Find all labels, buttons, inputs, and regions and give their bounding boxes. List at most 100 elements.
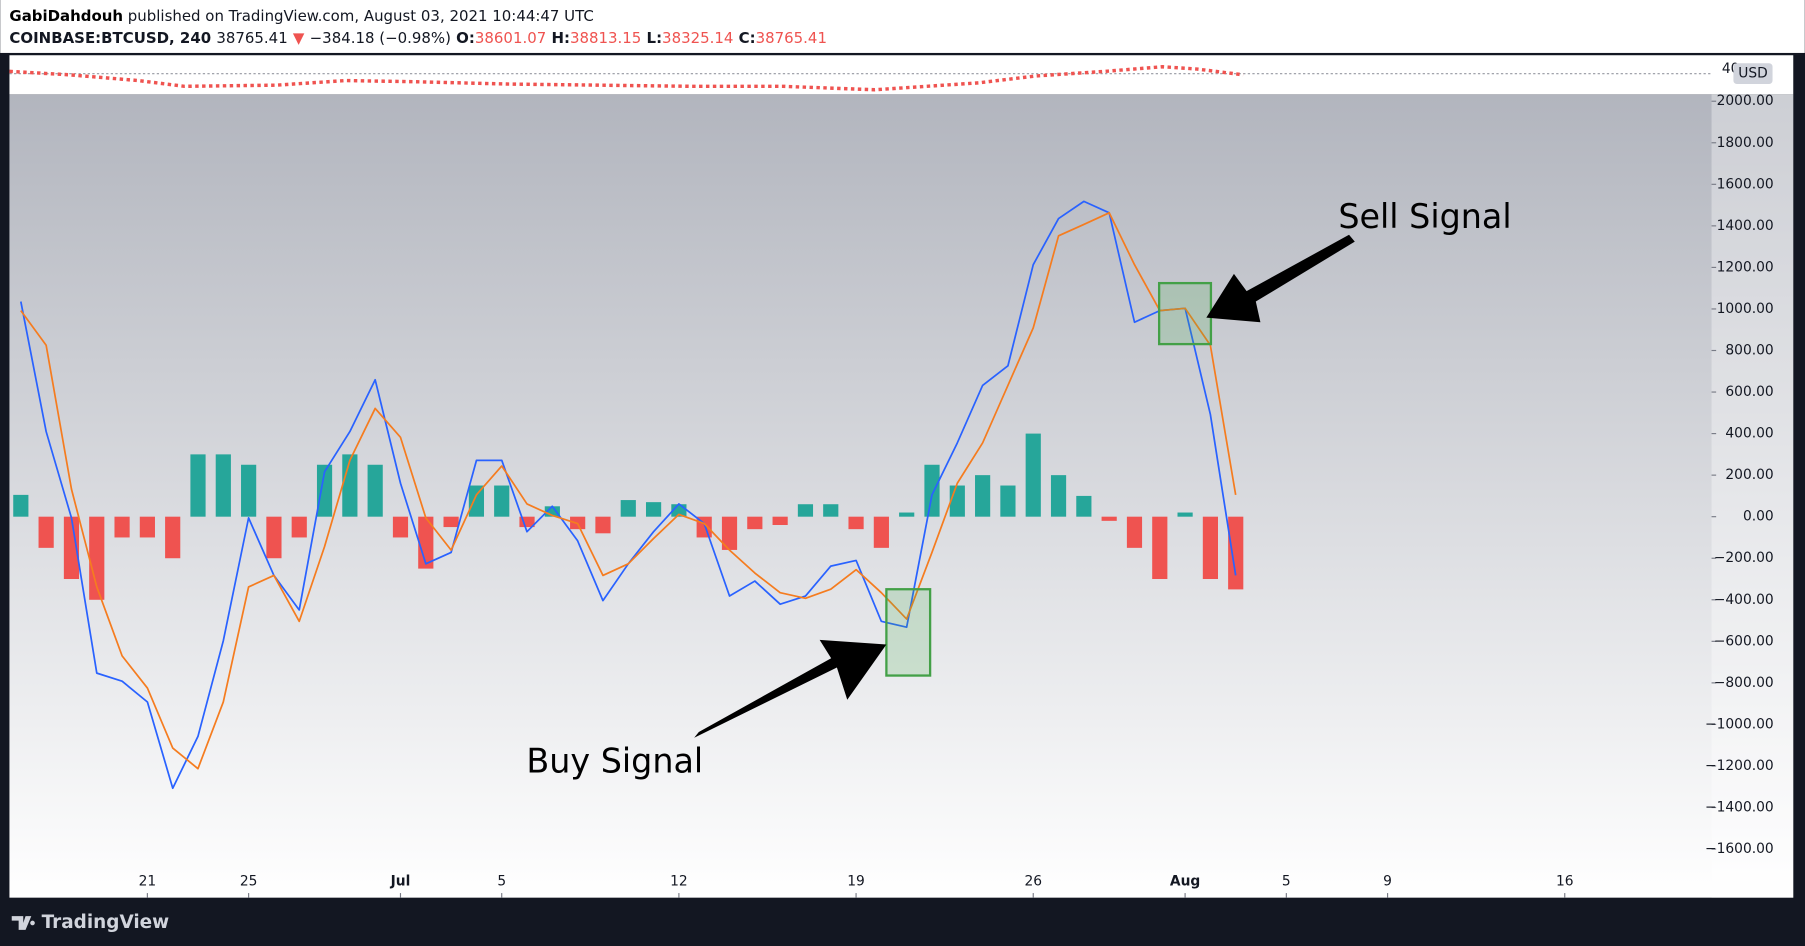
histogram-bar [468,485,485,517]
overview-price [9,65,1244,92]
histogram-bar [241,464,257,517]
histogram-bar [721,516,738,550]
brand: TradingView [42,912,170,933]
y-tick-label: −1200.00 [1705,758,1774,774]
ohlc-value: 38765.41 [756,28,827,46]
x-tick-label: 16 [1556,874,1574,890]
x-tick-label: 21 [139,874,157,890]
x-tick-label: 12 [670,874,688,890]
histogram-bar [797,504,814,517]
x-tick-label: 25 [240,874,258,890]
ohlc-label: O: [456,28,475,46]
histogram-bar [873,516,889,548]
histogram-bar [215,454,231,517]
y-tick-label: −800.00 [1714,675,1774,691]
buy-arrow [694,639,887,738]
ohlc-label: L: [647,28,663,46]
histogram-bar [392,516,409,538]
annotation: Sell Signal [1338,197,1511,236]
histogram-bar [443,516,459,528]
ohlc-value: 38601.07 [475,28,546,46]
histogram-bar [899,512,915,517]
y-tick-label: 1400.00 [1717,218,1774,234]
ohlc-label: H: [551,28,570,46]
histogram-bar [190,454,206,517]
symbol-line: COINBASE:BTCUSD, 240 38765.41 ▼ −384.18 … [9,28,827,46]
y-tick-label: −200.00 [1714,550,1774,566]
currency: USD [1738,66,1767,82]
histogram-bar [494,485,510,517]
histogram-bar [139,516,155,538]
histogram-bar [38,516,54,548]
histogram-bar [165,516,181,559]
x-tick-label: 5 [1282,874,1291,890]
author: GabiDahdouh [9,7,123,25]
histogram-bar [1076,495,1092,517]
x-tick-label: Jul [390,874,411,890]
y-tick-label: 600.00 [1725,384,1773,400]
histogram-bar [1152,516,1168,580]
histogram-bar [89,516,105,600]
histogram-bar [1000,485,1016,517]
logo [11,916,35,930]
x-tick-label: Aug [1170,874,1200,890]
histogram-bar [1228,516,1244,590]
histogram-bar [620,500,636,517]
buy-box [885,588,932,677]
y-tick-label: −1400.00 [1705,800,1774,816]
histogram-bar [645,502,662,517]
histogram-bar [342,454,358,517]
histogram-bar [924,464,940,517]
y-tick-label: 400.00 [1725,426,1773,442]
ohlc-value: 38325.14 [662,28,733,46]
symbol: COINBASE:BTCUSD, 240 [9,28,211,46]
histogram-bar [1101,516,1117,521]
plot: 2000.00 1800.00 1600.00 1400.00 1200.00 1000.… [13,93,1774,898]
price: 38765.41 [216,28,287,46]
histogram-bar [519,516,535,528]
y-tick-label: 1200.00 [1717,259,1774,275]
y-tick-label: 800.00 [1725,343,1773,359]
x-tick-label: 26 [1024,874,1042,890]
y-tick-label: 1800.00 [1717,135,1774,151]
histogram-bar [823,504,839,517]
histogram-bar [1177,512,1193,517]
ohlc-label: C: [739,28,756,46]
price-axis [1711,94,1794,898]
histogram-bar [418,516,434,569]
sell-box [1157,281,1213,346]
direction: ▼ [293,28,305,46]
header-line: GabiDahdouh published on TradingView.com… [9,7,593,25]
histogram-bar [316,464,333,517]
histogram-bar [291,516,307,538]
sell-arrow [1206,234,1355,323]
x-tick-label: 5 [497,874,506,890]
histogram-bar [1202,516,1219,580]
change: −384.18 (−0.98%) [310,28,451,46]
histogram-bar [747,516,763,530]
line [20,211,1237,770]
y-tick-label: 1600.00 [1717,176,1774,192]
y-tick-label: −600.00 [1714,633,1774,649]
histogram-bar [1126,516,1143,548]
histogram-bar [949,485,965,517]
y-tick-label: 200.00 [1725,467,1773,483]
histogram-bar [848,516,864,530]
x-tick-label: 19 [847,874,865,890]
published: published on TradingView.com, August 03,… [128,7,594,25]
histogram-bar [772,516,788,525]
histogram-bar [544,506,560,517]
y-tick-label: −1000.00 [1705,716,1774,732]
histogram-bar [1025,433,1041,517]
pane [9,94,1794,898]
histogram-bar [975,475,991,517]
histogram-bar [266,516,282,559]
annotation: Buy Signal [526,742,703,781]
y-tick-label: 2000.00 [1717,93,1774,109]
histogram-bar [114,516,130,538]
histogram-bar [1050,475,1067,517]
header-bg [0,0,1805,53]
currency-badge [1733,63,1773,85]
